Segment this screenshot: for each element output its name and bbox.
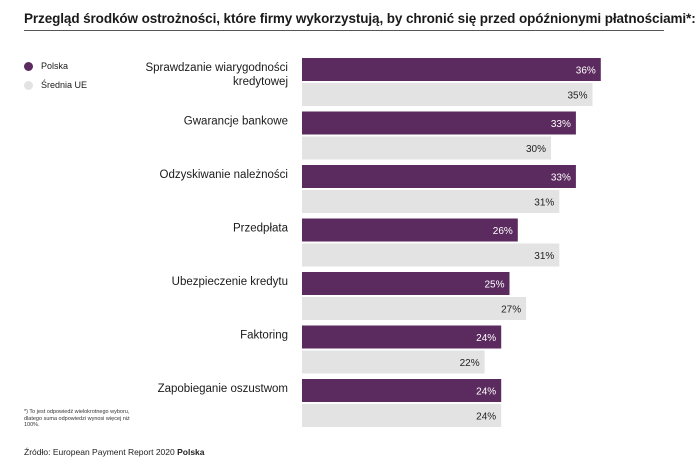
legend-item-srednia-ue: Średnia UE	[24, 77, 87, 93]
value-label-polska: 33%	[551, 173, 571, 184]
value-label-srednia-ue: 31%	[534, 198, 554, 209]
legend-swatch-srednia-ue	[24, 80, 33, 90]
value-label-polska: 26%	[493, 226, 513, 237]
category-label: Przedpłata	[233, 223, 289, 235]
category-label: Zapobieganie oszustwom	[158, 383, 288, 395]
source-country: Polska	[177, 447, 205, 457]
chart-legend: Polska Średnia UE	[24, 58, 87, 96]
source-prefix: Źródło: European Payment Report 2020	[24, 447, 178, 457]
category-label: Ubezpieczenie kredytu	[172, 276, 288, 288]
bar-srednia-ue	[302, 83, 593, 106]
chart-title: Przegląd środków ostrożności, które firm…	[24, 11, 696, 26]
bar-chart: Sprawdzanie wiarygodności kredytowej 36% 35…	[145, 58, 601, 427]
legend-label-srednia-ue: Średnia UE	[41, 80, 88, 90]
value-label-srednia-ue: 35%	[567, 91, 587, 102]
value-label-polska: 36%	[576, 66, 596, 77]
category-label: Faktoring	[240, 330, 288, 342]
source-note: Źródło: European Payment Report 2020 Pol…	[24, 447, 205, 457]
value-label-srednia-ue: 27%	[501, 305, 521, 316]
category-label: Odzyskiwanie należności	[160, 169, 288, 181]
bar-srednia-ue	[302, 136, 551, 160]
footnote: *) To jest odpowiedź wielokrotnego wybor…	[24, 409, 130, 428]
bar-srednia-ue	[302, 190, 560, 213]
bar-srednia-ue	[302, 297, 527, 320]
title-divider	[24, 30, 664, 31]
legend-label-polska: Polska	[41, 61, 69, 71]
bar-srednia-ue	[302, 243, 560, 267]
value-label-srednia-ue: 24%	[476, 412, 496, 423]
value-label-polska: 33%	[551, 119, 571, 130]
legend-swatch-polska	[24, 61, 33, 71]
bar-polska	[302, 165, 576, 188]
value-label-polska: 24%	[476, 387, 496, 398]
bar-srednia-ue	[302, 350, 485, 374]
bar-srednia-ue	[302, 404, 502, 427]
value-label-polska: 24%	[476, 333, 496, 344]
value-label-srednia-ue: 22%	[460, 358, 480, 369]
bar-polska	[302, 218, 518, 242]
bar-polska	[302, 379, 502, 402]
legend-item-polska: Polska	[24, 58, 87, 74]
bar-polska	[302, 58, 601, 81]
value-label-srednia-ue: 31%	[534, 251, 554, 262]
category-label: Sprawdzanie wiarygodności kredytowej	[145, 62, 288, 88]
bar-polska	[302, 325, 502, 349]
bar-polska	[302, 111, 576, 135]
value-label-srednia-ue: 30%	[526, 144, 546, 155]
bar-polska	[302, 272, 510, 295]
category-label: Gwarancje bankowe	[184, 116, 288, 128]
value-label-polska: 25%	[484, 280, 504, 291]
